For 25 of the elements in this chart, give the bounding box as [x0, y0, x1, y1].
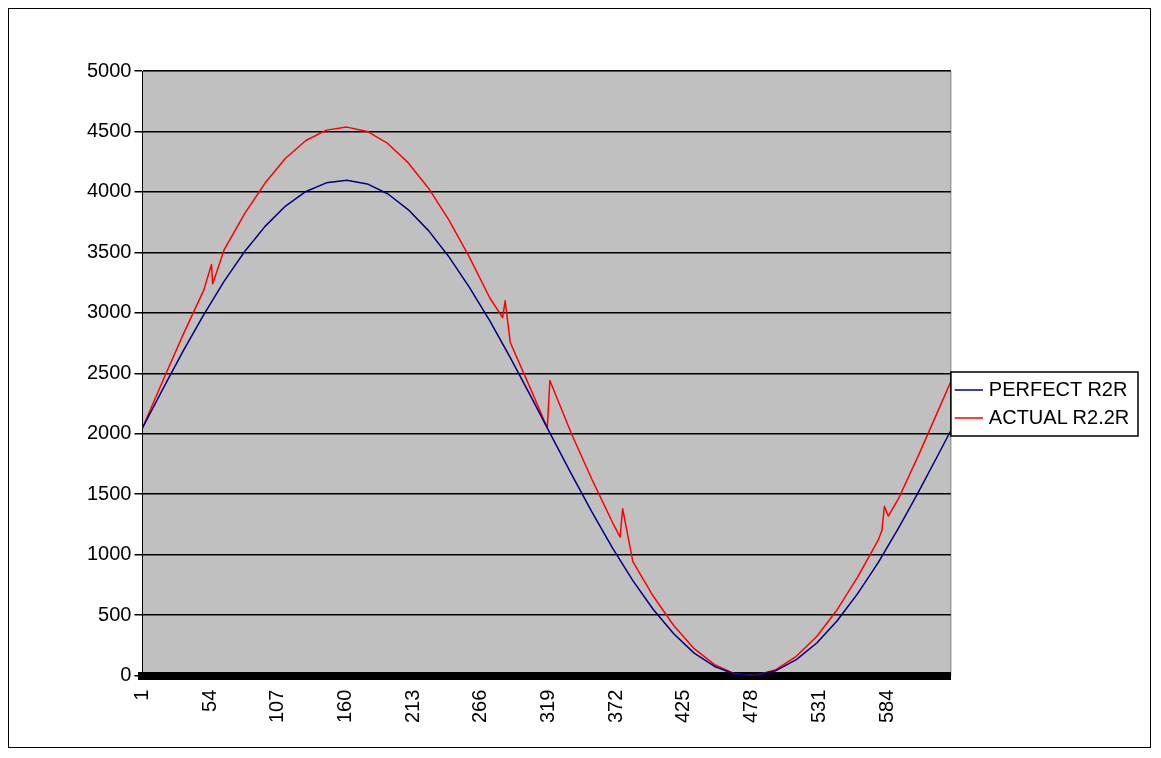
y-tick-label: 1500 — [86, 481, 132, 504]
x-tick-label: 107 — [265, 689, 288, 724]
legend-label: ACTUAL R2.2R — [988, 405, 1130, 428]
x-tick-label: 319 — [536, 689, 559, 724]
x-tick-label: 160 — [333, 689, 356, 724]
x-tick-label: 478 — [739, 689, 762, 724]
y-tick-label: 2500 — [86, 360, 132, 383]
y-tick-label: 500 — [98, 602, 132, 625]
y-tick-label: 5000 — [86, 58, 132, 81]
y-tick-label: 4500 — [86, 118, 132, 141]
y-tick-label: 4000 — [86, 179, 132, 202]
x-tick-label: 266 — [468, 689, 491, 724]
x-tick-label: 531 — [806, 689, 829, 724]
x-tick-label: 1 — [130, 689, 153, 701]
x-tick-label: 54 — [197, 689, 220, 712]
y-tick-label: 3500 — [86, 239, 132, 262]
y-tick-label: 2000 — [86, 421, 132, 444]
y-tick-label: 3000 — [86, 300, 132, 323]
y-tick-label: 1000 — [86, 542, 132, 565]
y-tick-label: 0 — [120, 663, 132, 686]
x-tick-label: 213 — [400, 689, 423, 724]
x-tick-label: 425 — [671, 689, 694, 724]
x-tick-label: 372 — [603, 689, 626, 724]
legend-label: PERFECT R2R — [988, 377, 1128, 400]
x-tick-label: 584 — [874, 689, 897, 724]
